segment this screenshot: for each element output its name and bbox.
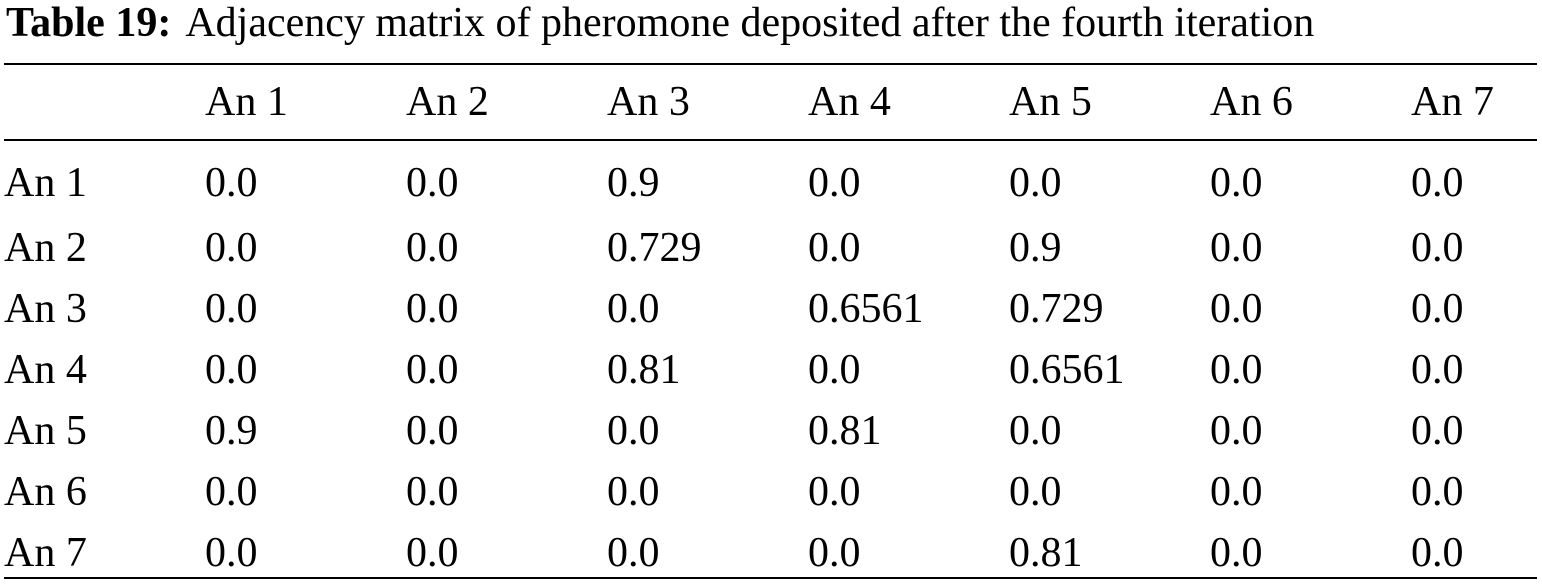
matrix-cell: 0.0 xyxy=(1411,160,1464,206)
table-row: An 4 0.0 0.0 0.81 0.0 0.6561 0.0 0.0 xyxy=(4,339,1539,400)
matrix-cell: 0.0 xyxy=(205,224,258,271)
matrix-cell: 0.0 xyxy=(205,529,258,576)
table-row: An 7 0.0 0.0 0.0 0.0 0.81 0.0 0.0 xyxy=(4,522,1539,583)
top-rule xyxy=(4,63,1537,65)
row-label: An 2 xyxy=(4,224,87,271)
row-label: An 6 xyxy=(4,468,87,515)
matrix-cell: 0.0 xyxy=(1210,285,1263,332)
corner-cell xyxy=(4,65,205,139)
matrix-cell: 0.0 xyxy=(607,529,660,576)
matrix-cell: 0.9 xyxy=(607,160,660,206)
header-rule xyxy=(4,139,1537,141)
matrix-cell: 0.81 xyxy=(1009,529,1083,576)
matrix-cell: 0.0 xyxy=(808,529,861,576)
matrix-cell: 0.0 xyxy=(406,224,459,271)
matrix-cell: 0.0 xyxy=(1411,407,1464,454)
row-label: An 4 xyxy=(4,346,87,393)
matrix-cell: 0.0 xyxy=(1411,285,1464,332)
adjacency-matrix-table: An 1 An 2 An 3 An 4 An 5 An 6 An 7 An 1 … xyxy=(4,65,1539,583)
matrix-cell: 0.0 xyxy=(1210,468,1263,515)
matrix-cell: 0.0 xyxy=(1210,529,1263,576)
table-row: An 2 0.0 0.0 0.729 0.0 0.9 0.0 0.0 xyxy=(4,217,1539,278)
header-row: An 1 An 2 An 3 An 4 An 5 An 6 An 7 xyxy=(4,65,1539,139)
matrix-cell: 0.0 xyxy=(205,468,258,515)
table-caption: Table 19: Adjacency matrix of pheromone d… xyxy=(6,0,1314,52)
matrix-cell: 0.0 xyxy=(1210,160,1263,206)
matrix-cell: 0.0 xyxy=(1009,468,1062,515)
table-row: An 6 0.0 0.0 0.0 0.0 0.0 0.0 0.0 xyxy=(4,461,1539,522)
table-row: An 5 0.9 0.0 0.0 0.81 0.0 0.0 0.0 xyxy=(4,400,1539,461)
matrix-cell: 0.0 xyxy=(1009,160,1062,206)
matrix-cell: 0.0 xyxy=(205,285,258,332)
matrix-cell: 0.0 xyxy=(1210,407,1263,454)
matrix-cell: 0.9 xyxy=(1009,224,1062,271)
matrix-cell: 0.0 xyxy=(1411,468,1464,515)
row-label: An 7 xyxy=(4,529,87,576)
matrix-cell: 0.0 xyxy=(1411,224,1464,271)
matrix-cell: 0.0 xyxy=(808,468,861,515)
matrix-cell: 0.729 xyxy=(1009,285,1104,332)
matrix-cell: 0.0 xyxy=(1009,407,1062,454)
matrix-cell: 0.0 xyxy=(1411,346,1464,393)
row-label: An 5 xyxy=(4,407,87,454)
bottom-rule xyxy=(4,577,1537,579)
matrix-cell: 0.0 xyxy=(607,285,660,332)
caption-label: Table 19: xyxy=(6,0,172,46)
matrix-cell: 0.0 xyxy=(406,285,459,332)
matrix-cell: 0.0 xyxy=(607,468,660,515)
matrix-cell: 0.0 xyxy=(406,468,459,515)
matrix-cell: 0.0 xyxy=(406,160,459,206)
column-header: An 5 xyxy=(1009,79,1092,125)
matrix-cell: 0.0 xyxy=(607,407,660,454)
caption-text: Adjacency matrix of pheromone deposited … xyxy=(185,0,1315,46)
matrix-cell: 0.0 xyxy=(205,346,258,393)
matrix-cell: 0.81 xyxy=(808,407,882,454)
column-header: An 2 xyxy=(406,79,489,125)
column-header: An 7 xyxy=(1411,79,1494,125)
matrix-cell: 0.0 xyxy=(808,160,861,206)
matrix-cell: 0.81 xyxy=(607,346,681,393)
matrix-cell: 0.0 xyxy=(1210,224,1263,271)
matrix-cell: 0.0 xyxy=(406,529,459,576)
column-header: An 6 xyxy=(1210,79,1293,125)
matrix-cell: 0.9 xyxy=(205,407,258,454)
matrix-cell: 0.0 xyxy=(406,407,459,454)
column-header: An 4 xyxy=(808,79,891,125)
column-header: An 3 xyxy=(607,79,690,125)
matrix-cell: 0.0 xyxy=(808,346,861,393)
matrix-cell: 0.0 xyxy=(1411,529,1464,576)
column-header: An 1 xyxy=(205,79,288,125)
matrix-cell: 0.0 xyxy=(808,224,861,271)
matrix-cell: 0.6561 xyxy=(808,285,924,332)
table-row: An 1 0.0 0.0 0.9 0.0 0.0 0.0 0.0 xyxy=(4,139,1539,217)
table-row: An 3 0.0 0.0 0.0 0.6561 0.729 0.0 0.0 xyxy=(4,278,1539,339)
matrix-cell: 0.6561 xyxy=(1009,346,1125,393)
row-label: An 1 xyxy=(4,160,87,206)
matrix-cell: 0.0 xyxy=(205,160,258,206)
matrix-cell: 0.0 xyxy=(1210,346,1263,393)
matrix-cell: 0.0 xyxy=(406,346,459,393)
row-label: An 3 xyxy=(4,285,87,332)
matrix-cell: 0.729 xyxy=(607,224,702,271)
